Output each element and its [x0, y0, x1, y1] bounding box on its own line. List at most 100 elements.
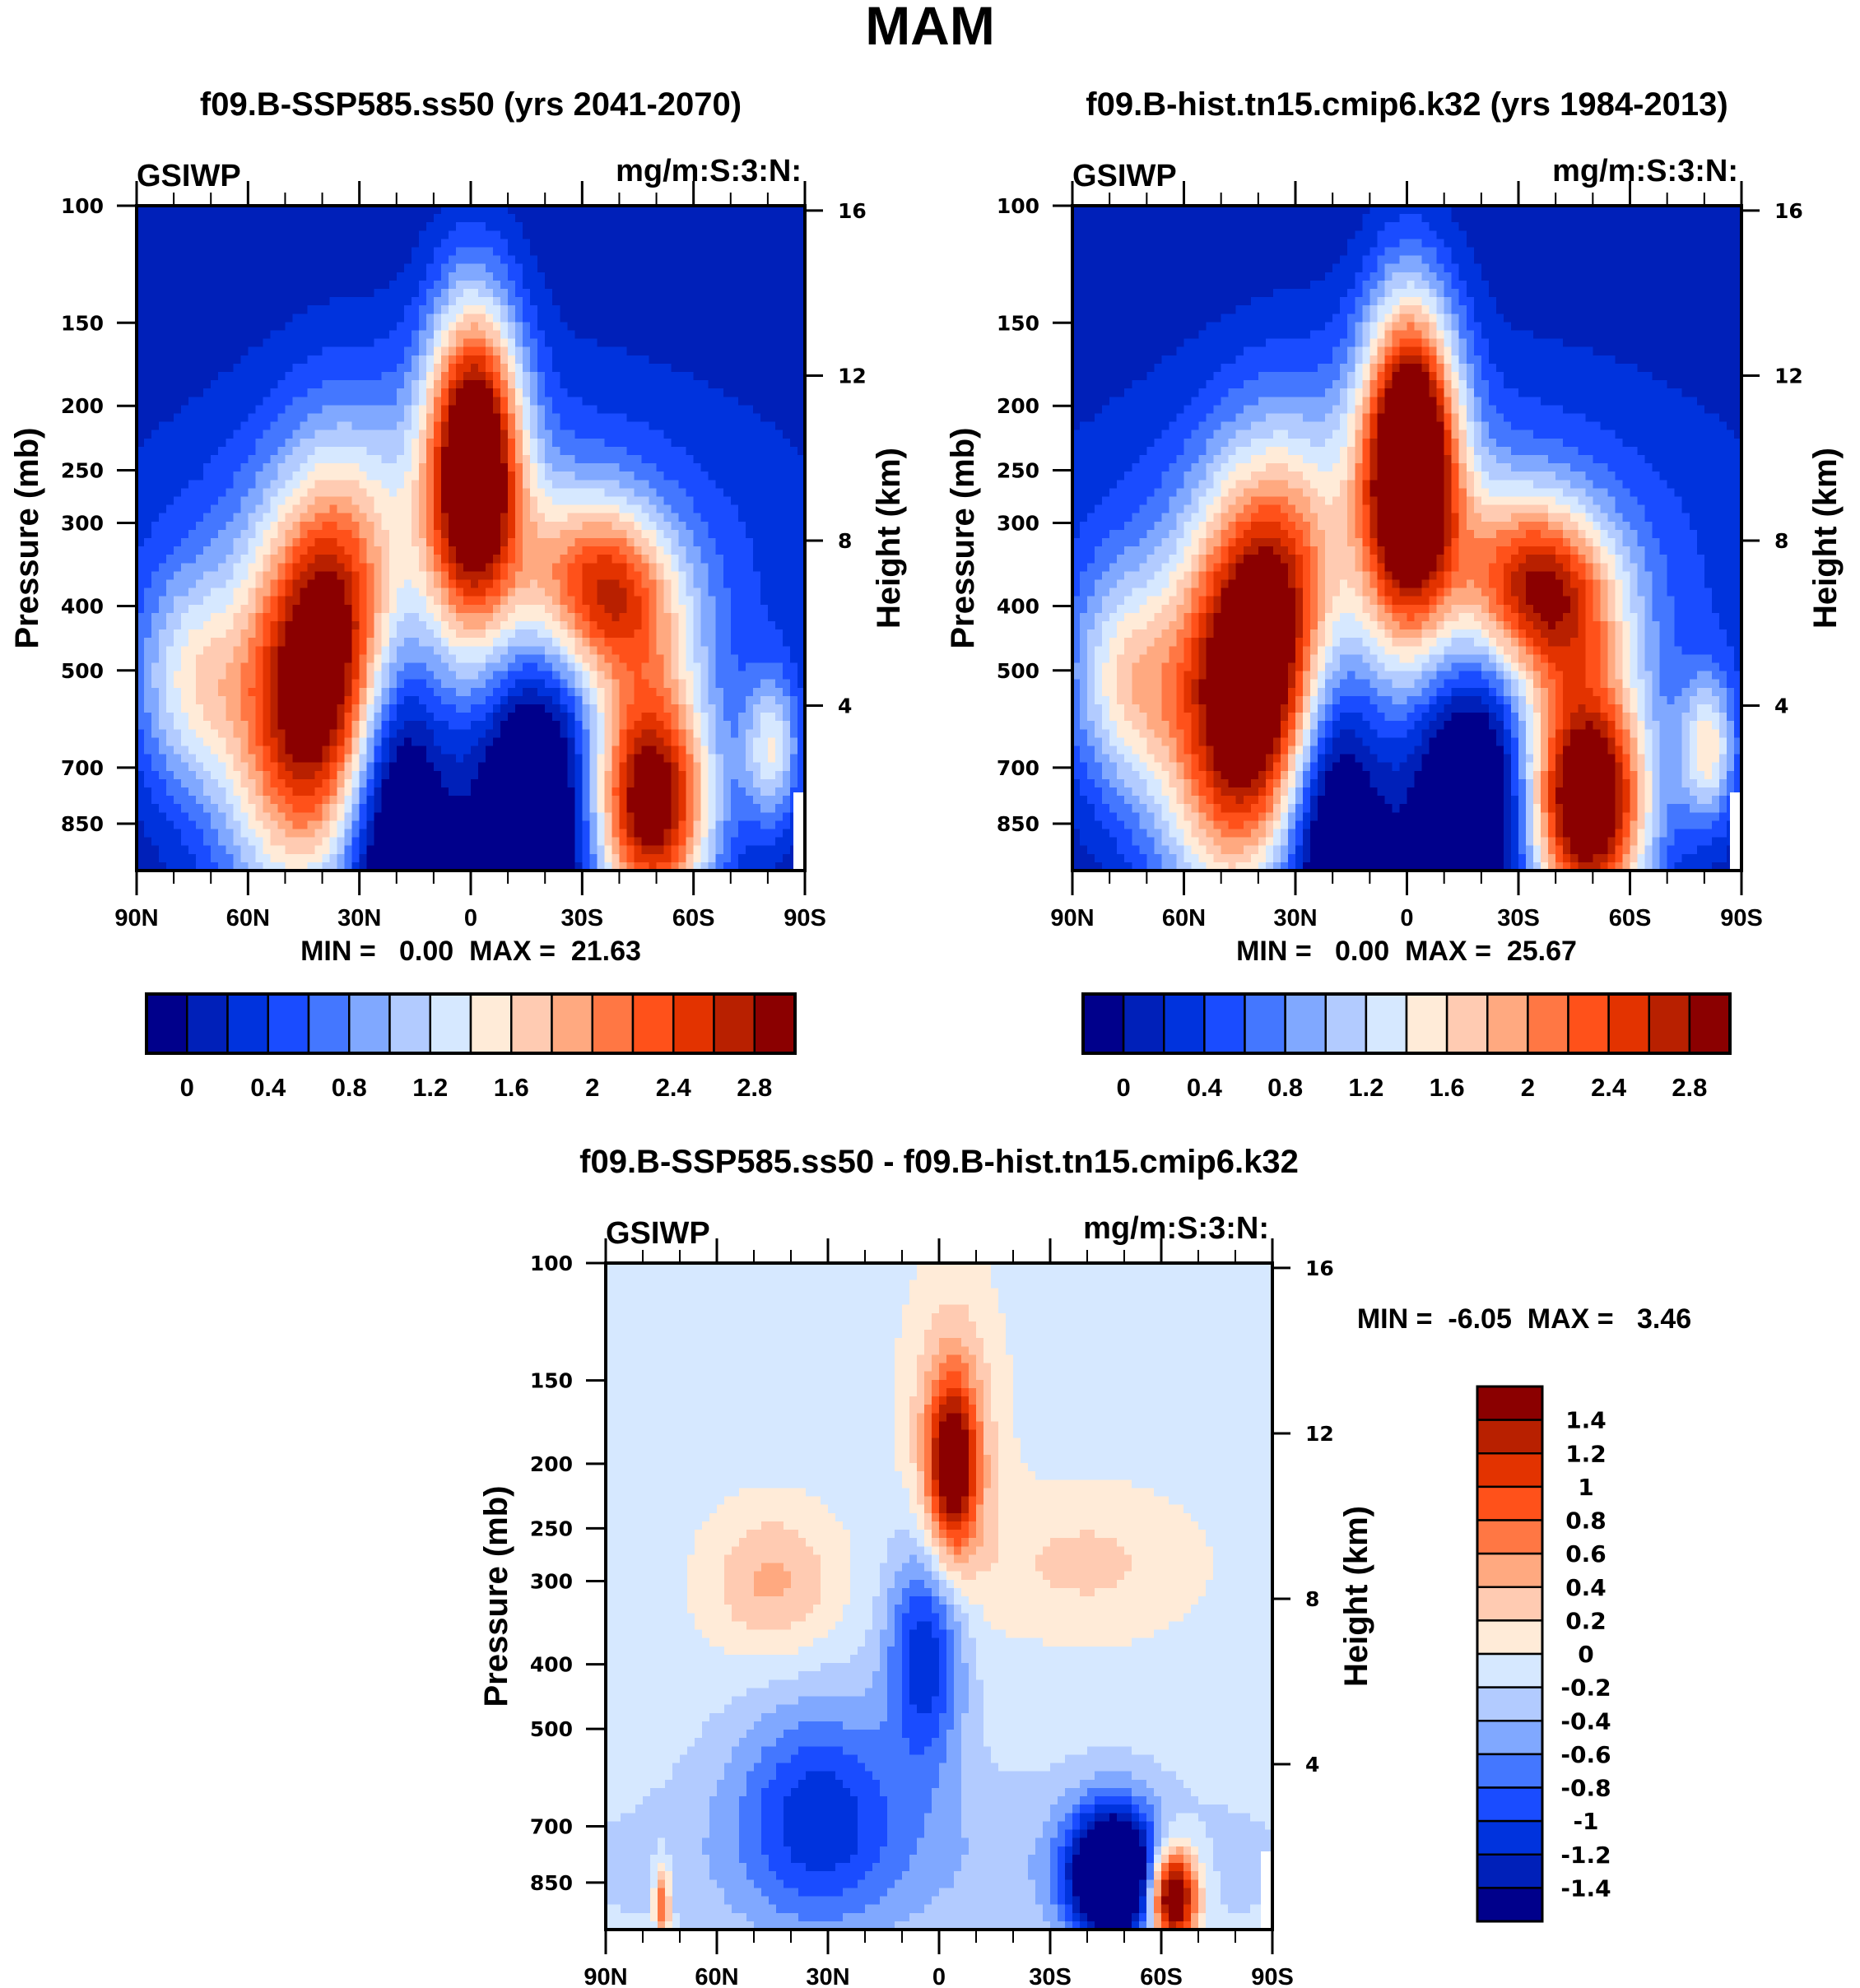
contour-cell — [381, 588, 390, 597]
contour-cell — [686, 521, 695, 531]
contour-cell — [240, 555, 249, 564]
contour-cell — [174, 289, 182, 298]
contour-cell — [582, 322, 590, 332]
contour-cell — [678, 463, 687, 472]
contour-cell — [530, 588, 538, 597]
contour-cell — [634, 239, 643, 248]
contour-cell — [181, 538, 189, 547]
contour-cell — [678, 654, 687, 664]
contour-cell — [604, 496, 613, 506]
contour-cell — [463, 230, 472, 239]
contour-cell — [678, 305, 687, 314]
contour-cell — [767, 314, 776, 323]
contour-cell — [270, 230, 279, 239]
contour-cell — [678, 380, 687, 389]
contour-cell — [767, 638, 776, 647]
contour-cell — [560, 638, 568, 647]
contour-cell — [226, 646, 234, 655]
contour-cell — [181, 380, 189, 389]
contour-cell — [418, 654, 427, 664]
contour-cell — [641, 280, 650, 290]
contour-cell — [448, 322, 457, 332]
contour-cell — [611, 529, 621, 539]
contour-cell — [493, 529, 501, 539]
contour-cell — [686, 612, 695, 622]
contour-cell — [366, 421, 375, 431]
contour-cell — [708, 480, 717, 489]
contour-cell — [560, 480, 568, 489]
contour-cell — [144, 338, 152, 348]
contour-cell — [381, 546, 390, 555]
contour-cell — [530, 222, 538, 231]
contour-cell — [144, 388, 152, 397]
contour-cell — [403, 438, 412, 448]
contour-cell — [730, 438, 739, 448]
contour-cell — [582, 338, 590, 348]
contour-cell — [671, 546, 680, 555]
contour-cell — [285, 230, 294, 239]
contour-cell — [515, 239, 523, 248]
contour-cell — [552, 388, 560, 397]
contour-cell — [745, 413, 754, 423]
contour-cell — [307, 438, 316, 448]
contour-cell — [285, 563, 294, 572]
contour-cell — [211, 421, 219, 431]
contour-cell — [218, 546, 226, 555]
contour-cell — [671, 421, 680, 431]
contour-cell — [523, 289, 531, 298]
contour-cell — [611, 438, 621, 448]
contour-cell — [359, 413, 368, 423]
contour-cell — [552, 272, 560, 281]
contour-cell — [263, 380, 271, 389]
contour-cell — [730, 305, 739, 314]
contour-cell — [433, 289, 442, 298]
contour-cell — [663, 355, 672, 365]
contour-cell — [300, 438, 309, 448]
contour-cell — [767, 388, 776, 397]
contour-cell — [359, 563, 368, 572]
contour-cell — [619, 214, 628, 223]
contour-cell — [715, 538, 724, 547]
contour-cell — [292, 579, 301, 589]
contour-cell — [797, 372, 806, 381]
contour-cell — [582, 388, 590, 397]
contour-cell — [263, 255, 271, 265]
contour-cell — [508, 305, 516, 314]
figure-title: MAM — [865, 0, 995, 56]
contour-cell — [715, 421, 724, 431]
contour-cell — [619, 638, 628, 647]
contour-cell — [663, 363, 672, 373]
contour-cell — [196, 438, 204, 448]
contour-cell — [737, 206, 746, 215]
contour-cell — [582, 247, 590, 257]
contour-cell — [730, 222, 739, 231]
contour-cell — [471, 430, 479, 439]
contour-cell — [381, 305, 390, 314]
contour-cell — [723, 638, 732, 647]
contour-cell — [166, 405, 174, 415]
contour-cell — [478, 571, 486, 581]
contour-cell — [255, 455, 263, 464]
contour-cell — [515, 363, 523, 373]
contour-cell — [196, 654, 204, 664]
contour-cell — [641, 646, 650, 655]
contour-cell — [233, 488, 241, 498]
contour-cell — [619, 263, 628, 273]
contour-cell — [774, 372, 784, 381]
contour-cell — [708, 654, 717, 664]
contour-cell — [686, 538, 695, 547]
contour-cell — [144, 355, 152, 365]
contour-cell — [545, 638, 553, 647]
contour-cell — [574, 629, 583, 639]
contour-cell — [403, 662, 412, 672]
contour-cell — [693, 446, 702, 456]
contour-cell — [337, 446, 346, 456]
contour-cell — [589, 297, 598, 306]
contour-cell — [760, 471, 769, 481]
contour-cell — [634, 363, 643, 373]
contour-cell — [478, 430, 486, 439]
contour-cell — [700, 529, 709, 539]
contour-cell — [530, 430, 538, 439]
contour-cell — [730, 338, 739, 348]
contour-cell — [307, 330, 316, 340]
